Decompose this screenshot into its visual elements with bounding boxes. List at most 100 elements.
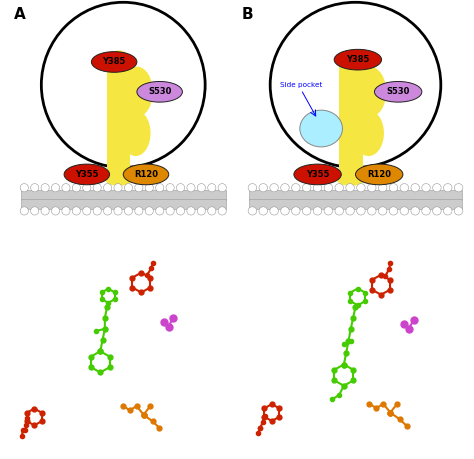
- Circle shape: [378, 207, 387, 215]
- Circle shape: [389, 207, 398, 215]
- Circle shape: [292, 207, 300, 215]
- Circle shape: [400, 207, 409, 215]
- Text: R120: R120: [134, 170, 158, 179]
- Text: Y385: Y385: [153, 252, 178, 261]
- Ellipse shape: [123, 164, 169, 185]
- Circle shape: [302, 207, 311, 215]
- Circle shape: [218, 207, 226, 215]
- Ellipse shape: [337, 172, 365, 186]
- Text: R120: R120: [381, 384, 407, 393]
- Circle shape: [367, 207, 376, 215]
- Circle shape: [346, 207, 355, 215]
- Text: S530: S530: [386, 87, 410, 96]
- Text: R120: R120: [132, 388, 158, 397]
- Circle shape: [155, 184, 164, 192]
- Bar: [21, 190, 226, 200]
- Circle shape: [292, 184, 300, 192]
- Circle shape: [103, 207, 112, 215]
- Circle shape: [444, 184, 452, 192]
- Circle shape: [187, 207, 195, 215]
- Ellipse shape: [137, 82, 182, 102]
- Ellipse shape: [300, 110, 342, 147]
- Ellipse shape: [356, 164, 403, 185]
- Circle shape: [270, 2, 441, 168]
- Circle shape: [454, 184, 463, 192]
- Circle shape: [124, 207, 133, 215]
- Ellipse shape: [339, 50, 363, 69]
- Text: S530: S530: [409, 307, 434, 316]
- Circle shape: [281, 184, 289, 192]
- Ellipse shape: [353, 110, 384, 156]
- Circle shape: [433, 207, 441, 215]
- Circle shape: [41, 207, 49, 215]
- Circle shape: [176, 184, 185, 192]
- Circle shape: [41, 2, 205, 168]
- Bar: [249, 190, 462, 200]
- Bar: [249, 198, 462, 209]
- Circle shape: [313, 207, 322, 215]
- Circle shape: [208, 207, 216, 215]
- Text: Y385: Y385: [102, 57, 126, 67]
- Circle shape: [248, 184, 257, 192]
- Circle shape: [114, 184, 122, 192]
- Ellipse shape: [121, 67, 153, 117]
- Circle shape: [197, 207, 205, 215]
- Bar: [339, 60, 363, 179]
- Circle shape: [367, 184, 376, 192]
- Circle shape: [82, 207, 91, 215]
- Text: B: B: [242, 7, 254, 22]
- Text: Y385: Y385: [346, 55, 370, 64]
- Circle shape: [422, 184, 430, 192]
- Bar: [21, 198, 226, 209]
- Circle shape: [62, 207, 70, 215]
- Circle shape: [82, 184, 91, 192]
- Text: A: A: [14, 7, 26, 22]
- Circle shape: [270, 184, 278, 192]
- Circle shape: [155, 207, 164, 215]
- Circle shape: [62, 184, 70, 192]
- Circle shape: [356, 184, 365, 192]
- Circle shape: [31, 184, 39, 192]
- Ellipse shape: [105, 172, 132, 186]
- Ellipse shape: [64, 164, 109, 185]
- Circle shape: [433, 184, 441, 192]
- Text: Y355: Y355: [75, 170, 99, 179]
- Circle shape: [135, 184, 143, 192]
- Circle shape: [31, 207, 39, 215]
- Bar: [107, 60, 130, 179]
- Circle shape: [93, 184, 101, 192]
- Circle shape: [41, 184, 49, 192]
- Circle shape: [124, 184, 133, 192]
- Circle shape: [411, 184, 419, 192]
- Circle shape: [444, 207, 452, 215]
- Text: S530: S530: [169, 302, 194, 311]
- Circle shape: [248, 207, 257, 215]
- Circle shape: [346, 184, 355, 192]
- Ellipse shape: [107, 50, 130, 69]
- Text: Y355: Y355: [251, 391, 276, 399]
- Ellipse shape: [353, 67, 386, 117]
- Ellipse shape: [294, 164, 341, 185]
- Circle shape: [145, 184, 154, 192]
- Circle shape: [302, 184, 311, 192]
- Circle shape: [72, 184, 81, 192]
- Circle shape: [335, 207, 344, 215]
- Circle shape: [400, 184, 409, 192]
- Text: R120: R120: [367, 170, 391, 179]
- Circle shape: [218, 184, 226, 192]
- Text: Y385: Y385: [390, 252, 415, 261]
- Circle shape: [411, 207, 419, 215]
- Circle shape: [422, 207, 430, 215]
- Circle shape: [176, 207, 185, 215]
- Circle shape: [259, 184, 267, 192]
- Circle shape: [51, 184, 60, 192]
- Circle shape: [324, 184, 333, 192]
- Circle shape: [135, 207, 143, 215]
- Ellipse shape: [334, 49, 382, 70]
- Circle shape: [270, 207, 278, 215]
- Circle shape: [20, 184, 28, 192]
- Ellipse shape: [374, 82, 422, 102]
- Circle shape: [197, 184, 205, 192]
- Circle shape: [313, 184, 322, 192]
- Circle shape: [145, 207, 154, 215]
